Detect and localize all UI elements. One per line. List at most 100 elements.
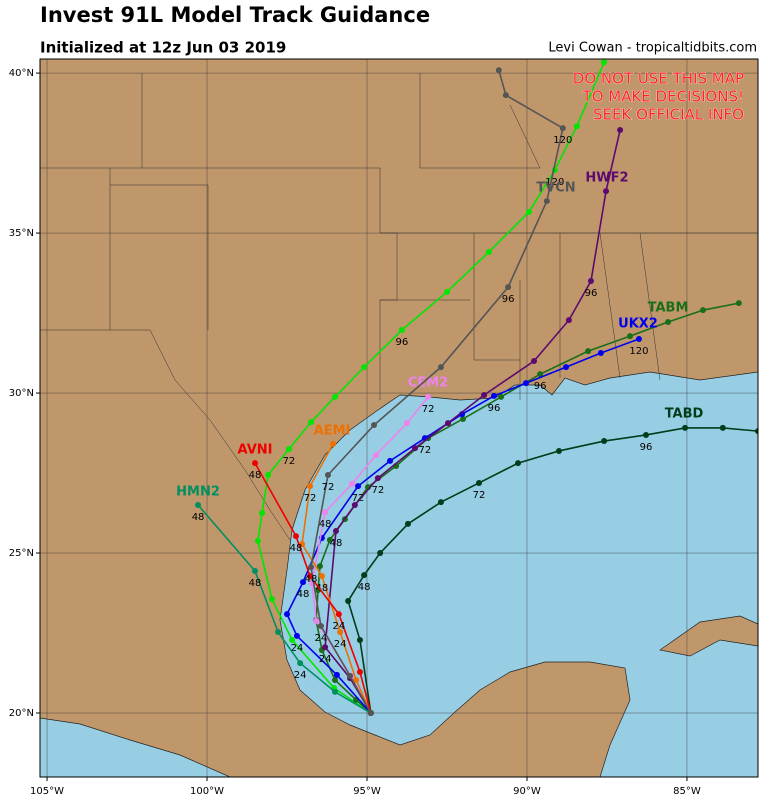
y-tick-label: 40°N — [9, 68, 34, 79]
track-line — [315, 302, 739, 714]
track-point — [361, 572, 368, 579]
track-point — [307, 483, 314, 490]
track-point — [324, 471, 331, 478]
track-point — [284, 611, 291, 618]
forecast-hour: 72 — [322, 482, 335, 493]
track-point — [348, 480, 355, 487]
forecast-hour: 24 — [291, 643, 304, 654]
track-point — [252, 460, 259, 467]
track-point — [643, 431, 650, 438]
track-point — [603, 188, 610, 195]
forecast-hour: 48 — [290, 543, 303, 554]
x-tick-label: 95°W — [353, 786, 381, 797]
track-point — [332, 677, 339, 684]
tracks: 72 96 120 48 72 96 TABD 96 TABM 24 48 72 72 96 120 UKX2… — [176, 59, 758, 717]
track-point — [563, 364, 570, 371]
track-point — [495, 67, 502, 74]
track-point — [355, 483, 362, 490]
track-name: UKX2 — [618, 317, 658, 332]
forecast-hour: 96 — [640, 442, 653, 453]
track-line — [254, 462, 372, 714]
forecast-hour: 72 — [473, 490, 486, 501]
forecast-hour: 96 — [585, 288, 598, 299]
track-point — [543, 198, 550, 205]
track-point — [735, 300, 742, 307]
track-point — [361, 364, 368, 371]
forecast-hour: 48 — [358, 582, 371, 593]
track-point — [377, 550, 384, 557]
track-point — [326, 536, 333, 543]
x-tick-label: 85°W — [673, 786, 701, 797]
forecast-hour: 48 — [249, 578, 262, 589]
track-point — [345, 598, 352, 605]
track-point — [555, 447, 562, 454]
warning: DO NOT USE THIS MAP TO MAKE DECISIONS! S… — [572, 69, 744, 124]
cuba — [659, 615, 758, 657]
track-point — [332, 393, 339, 400]
track-point — [585, 348, 592, 355]
track-point — [437, 499, 444, 506]
track-point — [485, 248, 492, 255]
track-point — [353, 677, 360, 684]
track-point — [627, 333, 634, 340]
track-point — [387, 457, 394, 464]
track-point — [411, 445, 418, 452]
track-name: AVNI — [238, 443, 273, 458]
track-point — [333, 671, 340, 678]
track-point — [597, 350, 604, 357]
track-point — [587, 278, 594, 285]
track-point — [699, 307, 706, 314]
warning-line: TO MAKE DECISIONS! — [582, 88, 744, 106]
forecast-hour: 72 — [283, 456, 296, 467]
track-point — [268, 596, 275, 603]
forecast-hour: 48 — [249, 470, 262, 481]
pacific — [40, 717, 231, 777]
track-point — [372, 452, 379, 459]
track-line — [257, 61, 605, 714]
track-name: TVCN — [536, 181, 575, 196]
track-point — [601, 438, 608, 445]
track-point — [565, 317, 572, 324]
track-point — [403, 420, 410, 427]
track-point — [356, 669, 363, 676]
y-tick-label: 30°N — [9, 388, 34, 399]
track-name: TABD — [665, 407, 704, 422]
track-point — [437, 364, 444, 371]
forecast-hour: 72 — [419, 445, 432, 456]
track-point — [459, 415, 466, 422]
track-point — [289, 637, 296, 644]
forecast-hour: 48 — [297, 589, 310, 600]
track-point — [252, 567, 259, 574]
track-point — [293, 632, 300, 639]
track-point — [316, 563, 323, 570]
frame — [39, 58, 759, 778]
track-point — [498, 393, 505, 400]
track-point — [398, 327, 405, 334]
forecast-hour: 72 — [304, 493, 317, 504]
track-point — [475, 479, 482, 486]
x-tick-label: 105°W — [30, 786, 64, 797]
track-point — [371, 422, 378, 429]
track-point — [367, 710, 374, 717]
y-tick-label: 20°N — [9, 708, 34, 719]
track-point — [195, 502, 202, 509]
track-point — [531, 358, 538, 365]
track-point — [502, 92, 509, 99]
track-point — [719, 424, 726, 431]
track-line — [310, 69, 564, 714]
track-point — [292, 533, 299, 540]
track-point — [300, 579, 307, 586]
track-point — [297, 660, 304, 667]
forecast-hour: 120 — [629, 346, 648, 357]
forecast-hour: 48 — [192, 512, 205, 523]
track-point — [308, 419, 315, 426]
track-point — [317, 622, 324, 629]
track-point — [443, 288, 450, 295]
track-point — [351, 502, 358, 509]
track-name: HWF2 — [585, 171, 628, 186]
track-point — [330, 440, 337, 447]
forecast-hour: 24 — [332, 621, 345, 632]
subtitle: Initialized at 12z Jun 03 2019 — [40, 39, 286, 57]
